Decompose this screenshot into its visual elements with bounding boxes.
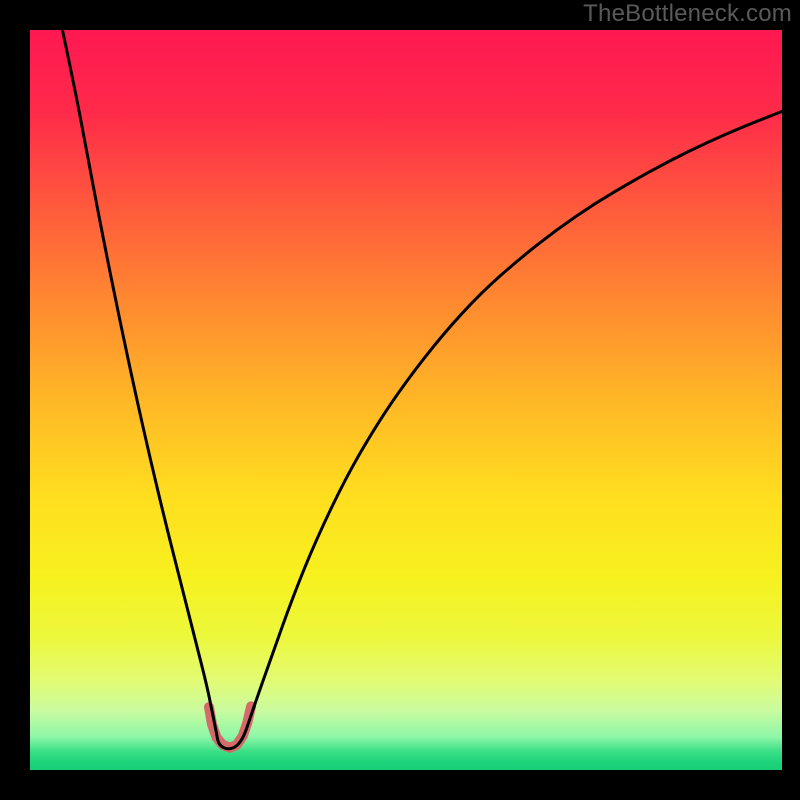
- bottleneck-plot: [30, 30, 782, 770]
- plot-background: [30, 30, 782, 770]
- watermark-text: TheBottleneck.com: [583, 0, 792, 28]
- chart-frame: TheBottleneck.com: [0, 0, 800, 800]
